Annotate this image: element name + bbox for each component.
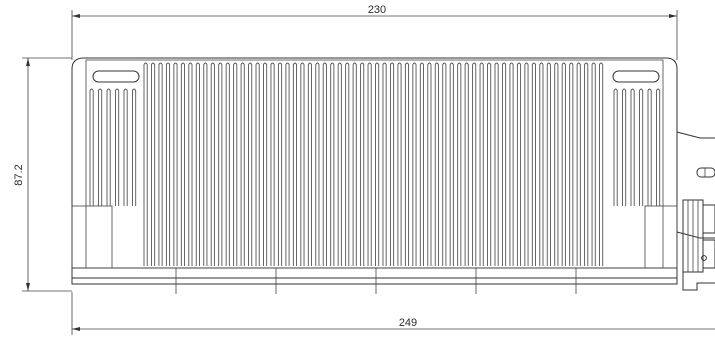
right-fin	[656, 88, 661, 206]
connector-hardware	[676, 131, 715, 291]
left-fin	[132, 88, 137, 206]
main-fin	[576, 62, 581, 266]
main-fin	[173, 62, 178, 266]
main-fin	[277, 62, 283, 266]
main-fin	[479, 62, 484, 266]
main-fin	[345, 62, 350, 266]
main-fin	[240, 62, 245, 266]
main-fin	[352, 62, 357, 266]
main-fin	[285, 62, 290, 266]
dimension-bottom: 249	[71, 292, 715, 335]
main-fin	[539, 62, 544, 266]
right-fin	[622, 88, 627, 206]
fins-left	[89, 88, 137, 206]
base-ticks	[175, 268, 577, 294]
left-fin	[115, 88, 120, 206]
main-fin	[412, 62, 417, 266]
main-fin	[502, 62, 507, 266]
left-fin	[89, 88, 94, 206]
main-fin	[434, 62, 439, 266]
main-fin	[158, 62, 163, 266]
main-fin	[457, 62, 462, 266]
main-fin	[203, 62, 208, 266]
main-fin	[151, 62, 156, 266]
main-fin	[367, 62, 372, 266]
dimension-top-label: 230	[368, 4, 386, 16]
main-fin	[143, 62, 148, 266]
main-fin	[561, 62, 566, 266]
main-fin	[165, 62, 171, 266]
main-fin	[516, 62, 522, 266]
main-fin	[188, 62, 193, 266]
fins-main	[143, 62, 604, 266]
main-fin	[315, 62, 320, 266]
main-fin	[449, 62, 454, 266]
slot-right	[612, 70, 660, 83]
slot-left	[92, 70, 140, 83]
main-fin	[225, 62, 230, 266]
main-fin	[546, 62, 551, 266]
main-fin	[419, 62, 424, 266]
main-fin	[255, 62, 260, 266]
right-fin	[647, 88, 652, 206]
right-fin	[630, 88, 635, 206]
main-fin	[442, 62, 447, 266]
main-fin	[404, 62, 410, 266]
main-fin	[464, 62, 469, 266]
main-fin	[487, 62, 492, 266]
mounting-slots	[92, 70, 660, 83]
main-fin	[524, 62, 529, 266]
main-fin	[494, 62, 499, 266]
main-fin	[270, 62, 275, 266]
dimension-bottom-label: 249	[399, 317, 417, 329]
fins-right	[613, 88, 661, 206]
heatsink-body	[71, 57, 678, 294]
main-fin	[531, 62, 536, 266]
main-fin	[218, 62, 223, 266]
dimension-height-label: 87.2	[13, 164, 25, 185]
right-fin	[639, 88, 644, 206]
main-fin	[569, 62, 574, 266]
left-fin	[123, 88, 128, 206]
dimension-top: 230	[71, 4, 678, 60]
main-fin	[210, 62, 215, 266]
main-fin	[248, 62, 253, 266]
main-fin	[375, 62, 380, 266]
main-fin	[427, 62, 432, 266]
left-fin	[98, 88, 103, 206]
main-fin	[263, 62, 268, 266]
main-fin	[300, 62, 305, 266]
main-fin	[233, 62, 238, 266]
left-fin	[106, 88, 111, 206]
main-fin	[330, 62, 335, 266]
dimension-height: 87.2	[13, 57, 72, 292]
main-fin	[554, 62, 559, 266]
main-fin	[509, 62, 514, 266]
main-fin	[472, 62, 477, 266]
main-fin	[337, 62, 342, 266]
main-fin	[322, 62, 327, 266]
main-fin	[397, 62, 402, 266]
right-fin	[613, 88, 618, 206]
main-fin	[584, 62, 589, 266]
main-fin	[389, 62, 395, 266]
main-fin	[195, 62, 200, 266]
main-fin	[292, 62, 298, 266]
main-fin	[180, 62, 185, 266]
main-fin	[382, 62, 387, 266]
main-fin	[360, 62, 365, 266]
main-fin	[307, 62, 312, 266]
main-fin	[599, 62, 604, 266]
main-fin	[591, 62, 596, 266]
